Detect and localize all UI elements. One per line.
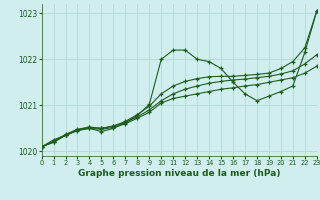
X-axis label: Graphe pression niveau de la mer (hPa): Graphe pression niveau de la mer (hPa) <box>78 169 280 178</box>
